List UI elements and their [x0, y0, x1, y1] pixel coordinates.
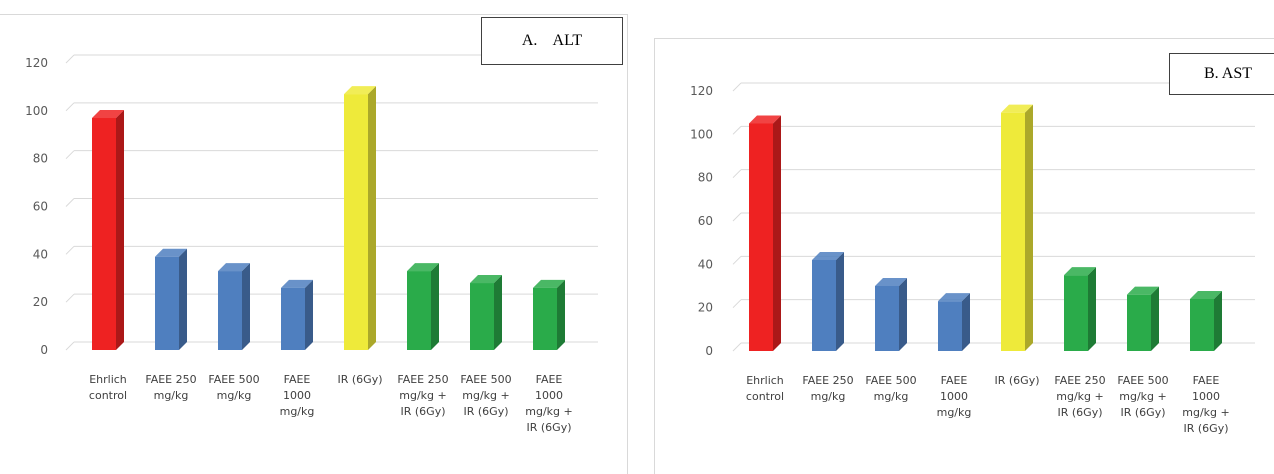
ast-bar — [938, 293, 970, 351]
ast-category-label: FAEE 250 mg/kg — [802, 374, 853, 403]
alt-chart: 0 20 40 60 80 100 120 Ehrlich control FAEE 250 mg/… — [25, 54, 598, 434]
ast-y-tick-label: 100 — [690, 127, 713, 141]
alt-y-tick-label: 100 — [25, 104, 48, 118]
alt-y-tick-label: 0 — [40, 343, 48, 357]
ast-category-label: IR (6Gy) — [995, 374, 1040, 387]
ast-category-label: FAEE 500 mg/kg + IR (6Gy) — [1117, 374, 1168, 419]
alt-bar — [470, 275, 502, 350]
ast-y-tick-label: 20 — [698, 301, 713, 315]
ast-category-label: FAEE 1000 mg/kg — [937, 374, 972, 419]
ast-bar — [1127, 286, 1159, 351]
alt-category-label: FAEE 250 mg/kg + IR (6Gy) — [397, 373, 448, 418]
alt-category-label: Ehrlich control — [89, 373, 127, 402]
ast-bar — [875, 278, 907, 351]
ast-bar — [812, 252, 844, 351]
alt-bar — [281, 279, 313, 350]
alt-bar — [218, 263, 250, 350]
alt-chart-panel: 0 20 40 60 80 100 120 Ehrlich control FAEE 250 mg/… — [0, 14, 628, 474]
alt-bar — [344, 86, 376, 350]
alt-y-tick-label: 80 — [33, 152, 48, 166]
ast-bar — [749, 115, 781, 351]
alt-category-label: FAEE 1000 mg/kg + IR (6Gy) — [525, 373, 572, 434]
ast-y-tick-label: 60 — [698, 214, 713, 228]
alt-bar — [92, 110, 124, 350]
alt-category-label: FAEE 250 mg/kg — [145, 373, 196, 402]
ast-y-tick-label: 120 — [690, 84, 713, 98]
ast-chart: 0 20 40 60 80 100 120 Ehrlich control FAEE 250 mg/… — [690, 82, 1255, 435]
alt-y-tick-label: 20 — [33, 295, 48, 309]
ast-category-label: FAEE 250 mg/kg + IR (6Gy) — [1054, 374, 1105, 419]
ast-y-tick-label: 0 — [705, 344, 713, 358]
ast-y-tick-label: 80 — [698, 171, 713, 185]
ast-bar — [1001, 104, 1033, 352]
alt-category-label: FAEE 500 mg/kg + IR (6Gy) — [460, 373, 511, 418]
alt-y-tick-label: 120 — [25, 56, 48, 70]
alt-bar — [407, 263, 439, 350]
alt-y-tick-label: 60 — [33, 200, 48, 214]
ast-category-label: FAEE 1000 mg/kg + IR (6Gy) — [1182, 374, 1229, 435]
alt-category-label: IR (6Gy) — [338, 373, 383, 386]
ast-bar — [1190, 291, 1222, 351]
ast-y-tick-label: 40 — [698, 257, 713, 271]
alt-y-tick-label: 40 — [33, 247, 48, 261]
alt-category-label: FAEE 500 mg/kg — [208, 373, 259, 402]
ast-chart-panel: 0 20 40 60 80 100 120 Ehrlich control FAEE 250 mg/… — [654, 38, 1274, 474]
ast-chart-title: B. AST — [1169, 53, 1274, 95]
ast-category-label: Ehrlich control — [746, 374, 784, 403]
alt-chart-title: A. ALT — [481, 17, 623, 65]
alt-bar — [533, 279, 565, 350]
alt-bar — [155, 248, 187, 350]
ast-category-label: FAEE 500 mg/kg — [865, 374, 916, 403]
alt-category-label: FAEE 1000 mg/kg — [280, 373, 315, 418]
ast-bar — [1064, 267, 1096, 351]
